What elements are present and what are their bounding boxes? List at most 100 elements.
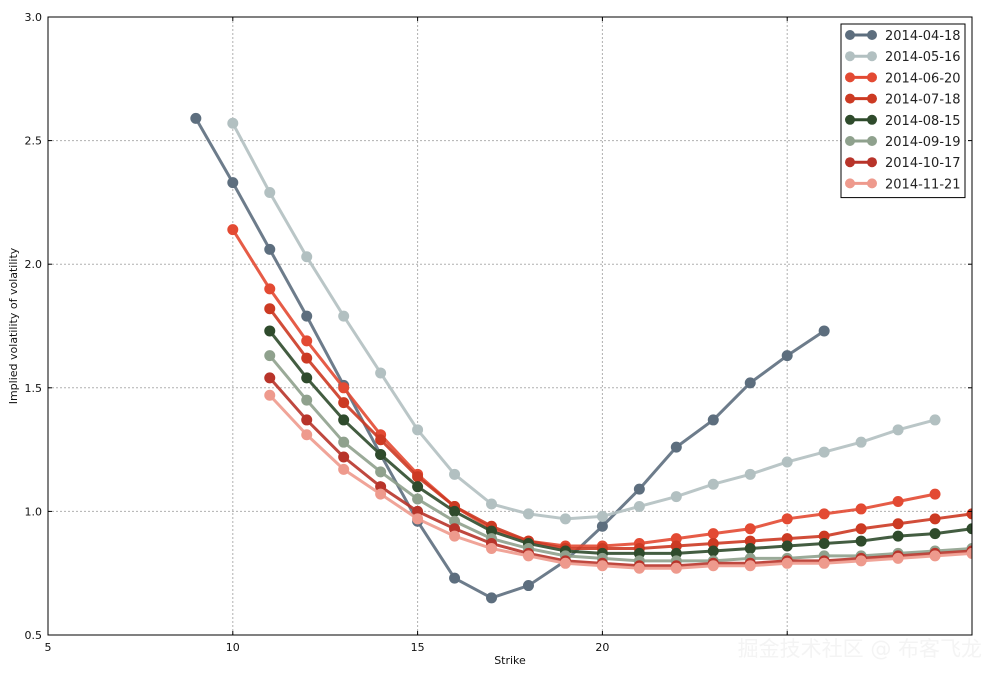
data-point <box>633 500 645 512</box>
y-tick-label: 2.5 <box>25 135 43 148</box>
data-point <box>264 303 276 315</box>
data-point <box>412 513 424 525</box>
y-tick-label: 1.5 <box>25 382 43 395</box>
data-point <box>929 513 941 525</box>
data-point <box>449 505 461 517</box>
data-point <box>301 310 313 322</box>
data-point <box>522 550 534 562</box>
data-point <box>522 580 534 592</box>
data-point <box>744 542 756 554</box>
data-point <box>264 389 276 401</box>
data-point <box>929 488 941 500</box>
data-point <box>707 528 719 540</box>
data-point <box>892 518 904 530</box>
data-point <box>818 446 830 458</box>
data-point <box>855 535 867 547</box>
data-point <box>264 372 276 384</box>
data-point <box>338 451 350 463</box>
data-point <box>855 436 867 448</box>
legend-marker <box>867 178 877 189</box>
legend-label: 2014-04-18 <box>885 29 961 44</box>
series-line <box>194 117 825 600</box>
data-point <box>227 117 239 129</box>
series-2014-07-18 <box>264 303 972 554</box>
legend-marker <box>845 51 855 62</box>
data-point <box>781 513 793 525</box>
data-point <box>966 523 972 535</box>
data-point <box>264 283 276 295</box>
data-point <box>375 466 387 478</box>
x-tick-label: 5 <box>45 641 52 654</box>
x-tick-label: 15 <box>411 641 425 654</box>
data-point <box>707 414 719 426</box>
data-point <box>301 352 313 364</box>
data-point <box>633 483 645 495</box>
legend-marker <box>867 136 877 146</box>
data-point <box>744 468 756 480</box>
data-point <box>301 429 313 441</box>
data-point <box>707 560 719 572</box>
data-point <box>264 350 276 362</box>
legend-marker <box>867 30 877 40</box>
data-point <box>412 493 424 505</box>
series-line <box>268 330 972 555</box>
data-point <box>744 560 756 572</box>
data-point <box>707 478 719 490</box>
data-point <box>559 557 571 569</box>
legend: 2014-04-18 2014-05-16 2014-06-20 2014-07-18… <box>840 23 966 199</box>
series-line <box>268 307 972 550</box>
x-tick-label: 10 <box>226 641 240 654</box>
data-point <box>966 547 972 559</box>
y-tick-label: 2.0 <box>25 258 43 271</box>
data-point <box>892 424 904 436</box>
data-point <box>929 550 941 562</box>
data-point <box>338 397 350 409</box>
data-point <box>818 538 830 550</box>
series-line <box>268 354 972 563</box>
legend-marker <box>845 136 855 146</box>
data-point <box>227 224 239 236</box>
data-point <box>412 471 424 483</box>
data-point <box>301 372 313 384</box>
y-tick-label: 0.5 <box>25 629 43 642</box>
series-layer <box>190 112 972 604</box>
data-point <box>781 456 793 468</box>
data-point <box>264 187 276 199</box>
legend-marker <box>845 157 855 168</box>
data-point <box>596 510 608 522</box>
data-point <box>892 552 904 564</box>
data-point <box>855 555 867 567</box>
series-2014-11-21 <box>264 389 972 574</box>
data-point <box>633 562 645 574</box>
data-point <box>818 508 830 520</box>
data-point <box>855 503 867 515</box>
legend-label: 2014-08-15 <box>885 114 961 129</box>
data-point <box>486 592 498 604</box>
y-axis-label: Implied volatility of volatility <box>7 247 20 404</box>
series-2014-05-16 <box>227 117 941 525</box>
data-point <box>486 542 498 554</box>
data-point <box>264 243 276 255</box>
data-point <box>707 545 719 557</box>
data-point <box>559 513 571 525</box>
data-point <box>338 382 350 394</box>
data-point <box>190 112 202 124</box>
data-point <box>338 436 350 448</box>
plot-frame <box>47 16 973 636</box>
watermark-text: 掘金技术社区 @ 布客飞龙 <box>738 637 982 661</box>
data-point <box>855 523 867 535</box>
grid <box>48 17 972 635</box>
legend-marker <box>867 114 877 125</box>
legend-marker <box>845 114 855 125</box>
legend-marker <box>867 72 877 83</box>
data-point <box>412 481 424 493</box>
data-point <box>781 557 793 569</box>
data-point <box>227 177 239 189</box>
data-point <box>375 434 387 446</box>
y-tick-label: 3.0 <box>25 11 43 24</box>
x-tick-label: 20 <box>595 641 609 654</box>
y-tick-label: 1.0 <box>25 505 43 518</box>
legend-box <box>840 23 966 199</box>
data-point <box>375 367 387 379</box>
data-point <box>338 463 350 475</box>
